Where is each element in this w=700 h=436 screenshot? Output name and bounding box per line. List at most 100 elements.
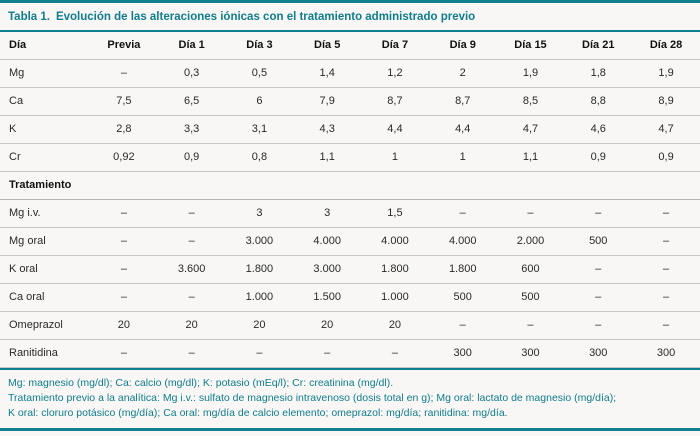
- cell: 1,9: [632, 59, 700, 88]
- cell: –: [90, 283, 158, 312]
- cell: –: [632, 283, 700, 312]
- cell: 1,5: [361, 199, 429, 228]
- cell: –: [225, 339, 294, 368]
- cell: 3,3: [157, 115, 226, 144]
- cell: 7,9: [293, 87, 362, 116]
- cell: 20: [361, 311, 429, 340]
- cell: –: [361, 339, 429, 368]
- cell: –: [564, 199, 633, 228]
- column-header-dia: Día: [0, 32, 90, 60]
- cell: 300: [632, 339, 700, 368]
- cell: –: [90, 59, 158, 88]
- column-header-dia1: Día 1: [157, 32, 226, 60]
- cell: 0,9: [157, 143, 226, 172]
- cell: 1,4: [293, 59, 362, 88]
- cell: 4,3: [293, 115, 362, 144]
- table-row: Cr 0,92 0,9 0,8 1,1 1 1 1,1 0,9 0,9: [0, 143, 700, 172]
- column-header-dia3: Día 3: [225, 32, 294, 60]
- cell: 1.500: [293, 283, 362, 312]
- cell: –: [90, 227, 158, 256]
- cell: 6,5: [157, 87, 226, 116]
- row-label: Mg i.v.: [0, 199, 90, 228]
- cell: –: [90, 199, 158, 228]
- table-row: Ca oral – – 1.000 1.500 1.000 500 500 – …: [0, 283, 700, 312]
- cell: 2,8: [90, 115, 158, 144]
- cell: –: [632, 199, 700, 228]
- table-row: Mg – 0,3 0,5 1,4 1,2 2 1,9 1,8 1,9: [0, 59, 700, 88]
- cell: 1.000: [225, 283, 294, 312]
- column-header-dia9: Día 9: [428, 32, 497, 60]
- cell: 300: [428, 339, 497, 368]
- cell: 1,2: [361, 59, 429, 88]
- cell: 20: [90, 311, 158, 340]
- cell: 0,3: [157, 59, 226, 88]
- cell: 4.000: [361, 227, 429, 256]
- column-header-dia5: Día 5: [293, 32, 362, 60]
- cell: 1.800: [361, 255, 429, 284]
- cell: –: [632, 311, 700, 340]
- column-header-dia21: Día 21: [564, 32, 633, 60]
- table-row: Ranitidina – – – – – 300 300 300 300: [0, 339, 700, 368]
- cell: 8,9: [632, 87, 700, 116]
- cell: –: [564, 311, 633, 340]
- table-label: Tabla 1.: [8, 11, 50, 23]
- row-label: K: [0, 115, 90, 144]
- section-header-row: Tratamiento: [0, 171, 700, 200]
- cell: –: [496, 199, 565, 228]
- cell: 1.000: [361, 283, 429, 312]
- row-label: Omeprazol: [0, 311, 90, 340]
- cell: 3.000: [293, 255, 362, 284]
- cell: 300: [496, 339, 565, 368]
- cell: 4.000: [428, 227, 497, 256]
- cell: 1: [361, 143, 429, 172]
- cell: –: [564, 255, 633, 284]
- table-row: Mg i.v. – – 3 3 1,5 – – – –: [0, 199, 700, 228]
- cell: 300: [564, 339, 633, 368]
- table-title: Evolución de las alteraciones iónicas co…: [55, 11, 476, 23]
- footnote-line: Tratamiento previo a la analítica: Mg i.…: [8, 392, 617, 404]
- cell: 2: [428, 59, 497, 88]
- cell: –: [632, 255, 700, 284]
- cell: 8,7: [361, 87, 429, 116]
- row-label: Mg oral: [0, 227, 90, 256]
- cell: 20: [157, 311, 226, 340]
- cell: 6: [225, 87, 294, 116]
- cell: 500: [496, 283, 565, 312]
- row-label: Ranitidina: [0, 339, 90, 368]
- table-row: K 2,8 3,3 3,1 4,3 4,4 4,4 4,7 4,6 4,7: [0, 115, 700, 144]
- cell: 20: [225, 311, 294, 340]
- cell: 600: [496, 255, 565, 284]
- table-row: K oral – 3.600 1.800 3.000 1.800 1.800 6…: [0, 255, 700, 284]
- footnote-line: Mg: magnesio (mg/dl); Ca: calcio (mg/dl)…: [8, 377, 394, 389]
- cell: –: [564, 283, 633, 312]
- cell: 3: [225, 199, 294, 228]
- table-caption: Tabla 1. Evolución de las alteraciones ió…: [0, 0, 700, 32]
- cell: –: [632, 227, 700, 256]
- cell: 8,7: [428, 87, 497, 116]
- cell: 0,5: [225, 59, 294, 88]
- cell: –: [90, 255, 158, 284]
- footnote-line: K oral: cloruro potásico (mg/día); Ca or…: [8, 407, 508, 419]
- cell: 500: [564, 227, 633, 256]
- row-label: K oral: [0, 255, 90, 284]
- cell: 0,8: [225, 143, 294, 172]
- cell: 4,6: [564, 115, 633, 144]
- cell: –: [293, 339, 362, 368]
- cell: 1,1: [293, 143, 362, 172]
- table-row: Mg oral – – 3.000 4.000 4.000 4.000 2.00…: [0, 227, 700, 256]
- cell: 0,9: [564, 143, 633, 172]
- cell: 4,7: [632, 115, 700, 144]
- row-label: Cr: [0, 143, 90, 172]
- cell: 1.800: [428, 255, 497, 284]
- column-header-dia7: Día 7: [361, 32, 429, 60]
- table-row: Omeprazol 20 20 20 20 20 – – – –: [0, 311, 700, 340]
- cell: 2.000: [496, 227, 565, 256]
- table-row: Ca 7,5 6,5 6 7,9 8,7 8,7 8,5 8,8 8,9: [0, 87, 700, 116]
- cell: 3.000: [225, 227, 294, 256]
- cell: –: [90, 339, 158, 368]
- cell: 1,9: [496, 59, 565, 88]
- cell: 500: [428, 283, 497, 312]
- cell: 4,4: [428, 115, 497, 144]
- cell: 1,8: [564, 59, 633, 88]
